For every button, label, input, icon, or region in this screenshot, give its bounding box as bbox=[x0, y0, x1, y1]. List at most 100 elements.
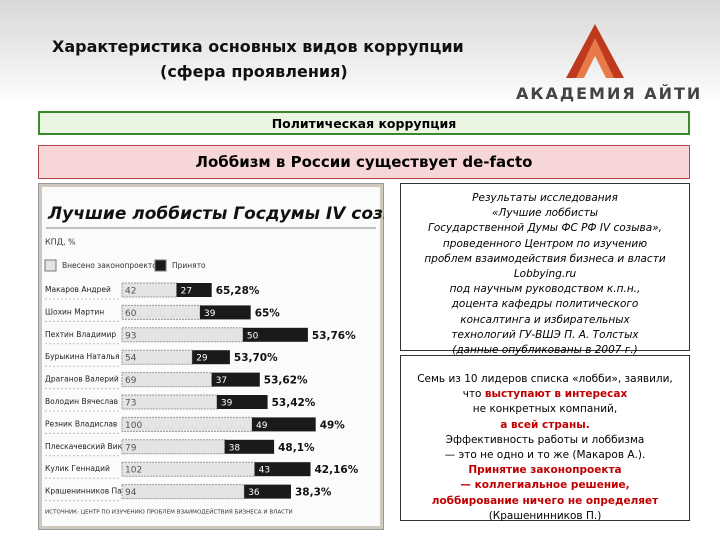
introduced-label: 93 bbox=[125, 331, 136, 341]
bar-introduced bbox=[121, 327, 244, 343]
kpd-label: КПД, % bbox=[45, 238, 76, 247]
adopted-label: 29 bbox=[196, 354, 208, 364]
legend-label: Принято bbox=[172, 261, 206, 270]
introduced-label: 79 bbox=[125, 443, 137, 453]
study-line: Результаты исследования bbox=[472, 192, 618, 204]
bar-adopted bbox=[242, 327, 308, 342]
row-name: Володин Вячеслав bbox=[45, 397, 118, 406]
bar-introduced bbox=[121, 394, 218, 410]
introduced-label: 100 bbox=[125, 421, 142, 431]
source: ИСТОЧНИК: ЦЕНТР ПО ИЗУЧЕНИЮ ПРОБЛЕМ ВЗАИ… bbox=[45, 509, 293, 516]
row-name: Драганов Валерий (выбыл) bbox=[45, 375, 153, 384]
kpd-value: 53,70% bbox=[234, 352, 278, 364]
bar-adopted bbox=[216, 395, 268, 409]
introduced-label: 69 bbox=[125, 376, 137, 386]
row-name: Макаров Андрей bbox=[45, 285, 111, 294]
kpd-value: 38,3% bbox=[295, 487, 332, 499]
study-line: под научным руководством к.п.н., bbox=[449, 283, 641, 296]
quote-line: лоббирование ничего не определяет bbox=[401, 494, 689, 509]
quote-text: (Крашенинников П.) bbox=[488, 509, 602, 522]
quote-line: а всей страны. bbox=[401, 418, 689, 433]
legend-swatch bbox=[44, 259, 57, 272]
adopted-label: 36 bbox=[248, 488, 260, 498]
quote-line: Эффективность работы и лоббизма bbox=[401, 433, 689, 448]
logo-text: АКАДЕМИЯ АЙТИ bbox=[516, 84, 703, 103]
kpd-value: 53,76% bbox=[312, 330, 356, 342]
row-name: Резник Владислав bbox=[45, 419, 117, 428]
quote-text: Эффективность работы и лоббизма bbox=[445, 433, 645, 446]
adopted-label: 39 bbox=[221, 399, 233, 409]
introduced-label: 102 bbox=[125, 466, 142, 476]
quote-line: — это не одно и то же (Макаров А.). bbox=[401, 448, 689, 463]
adopted-label: 43 bbox=[259, 466, 270, 476]
kpd-value: 48,1% bbox=[278, 442, 315, 454]
study-line: консалтинга и избирательных bbox=[460, 313, 630, 326]
quote-line: (Крашенинников П.) bbox=[401, 509, 689, 524]
row-name: Кулик Геннадий bbox=[45, 464, 110, 473]
title: Характеристика основных видов коррупции bbox=[52, 37, 464, 56]
study-box: Результаты исследования «Лучшие лоббисты Г… bbox=[400, 183, 690, 356]
banner-political: Политическая коррупция bbox=[38, 111, 690, 135]
study-line: (данные опубликованы в 2007 г.) bbox=[452, 344, 638, 357]
legend-label: Внесено законопроектов bbox=[62, 261, 161, 270]
kpd-value: 53,62% bbox=[264, 375, 308, 387]
row-name: Плескачевский Виктор bbox=[45, 442, 136, 451]
introduced-label: 42 bbox=[125, 287, 136, 297]
adopted-label: 39 bbox=[204, 309, 216, 319]
introduced-label: 60 bbox=[125, 309, 137, 319]
row-name: Бурыкина Наталья bbox=[45, 352, 119, 361]
quote-line: что выступают в интересах bbox=[401, 387, 689, 402]
study-line: проблем взаимодействия бизнеса и власти bbox=[424, 252, 666, 265]
row-name: Крашенинников Павел bbox=[45, 487, 136, 496]
bar-introduced bbox=[121, 484, 245, 500]
bar-adopted bbox=[254, 462, 311, 477]
quote-text: что bbox=[462, 388, 485, 401]
quote-emphasis: Принятие законопроекта bbox=[468, 464, 622, 477]
kpd-value: 53,42% bbox=[272, 397, 316, 409]
study-line: «Лучшие лоббисты bbox=[491, 207, 599, 220]
chart-title: Лучшие лоббисты Госдумы IV созыва bbox=[47, 204, 384, 224]
quote-text: — это не одно и то же (Макаров А.). bbox=[444, 449, 646, 462]
adopted-label: 50 bbox=[247, 331, 259, 341]
chart: Лучшие лоббисты Госдумы IV созыва КПД, % В… bbox=[42, 187, 384, 526]
quote-text: не конкретных компаний, bbox=[472, 403, 618, 416]
bar-adopted bbox=[252, 417, 316, 432]
bar-adopted bbox=[176, 283, 212, 297]
quote-line: Семь из 10 лидеров списка «лобби», заяви… bbox=[401, 372, 689, 387]
legend-swatch bbox=[154, 259, 167, 272]
study-line: проведенного Центром по изучению bbox=[442, 237, 648, 250]
bar-introduced bbox=[121, 439, 226, 455]
study-line: Государственной Думы ФС РФ IV созыва», bbox=[428, 222, 662, 235]
bar-adopted bbox=[224, 439, 275, 454]
quote-emphasis: — коллегиальное решение, bbox=[460, 479, 630, 492]
introduced-label: 94 bbox=[125, 488, 137, 498]
bar-adopted bbox=[244, 484, 291, 499]
kpd-value: 65,28% bbox=[216, 285, 260, 297]
quote-line: не конкретных компаний, bbox=[401, 402, 689, 417]
adopted-label: 37 bbox=[216, 376, 227, 386]
quotes-box: Семь из 10 лидеров списка «лобби», заяви… bbox=[400, 355, 690, 524]
row-name: Пехтин Владимир bbox=[45, 330, 116, 339]
kpd-value: 49% bbox=[320, 419, 346, 431]
bar-introduced bbox=[121, 349, 193, 365]
kpd-value: 65% bbox=[255, 307, 281, 319]
kpd-value: 42,16% bbox=[315, 464, 359, 476]
bar-adopted bbox=[211, 372, 260, 387]
bar-adopted bbox=[200, 305, 251, 320]
bar-adopted bbox=[192, 350, 230, 365]
introduced-label: 73 bbox=[125, 399, 136, 409]
study-line: доцента кафедры политического bbox=[451, 298, 639, 311]
quote-emphasis: лоббирование ничего не определяет bbox=[431, 494, 659, 507]
quote-line: Принятие законопроекта bbox=[401, 463, 689, 478]
subtitle: (сфера проявления) bbox=[160, 62, 348, 81]
quote-line: — коллегиальное решение, bbox=[401, 478, 689, 493]
adopted-label: 38 bbox=[229, 443, 241, 453]
quote-emphasis: а всей страны. bbox=[500, 418, 590, 431]
study-line: Lobbying.ru bbox=[513, 268, 577, 281]
banner-lobbying: Лоббизм в России существует de-facto bbox=[38, 145, 690, 179]
introduced-label: 54 bbox=[125, 354, 137, 364]
quote-emphasis: выступают в интересах bbox=[484, 388, 628, 401]
logo-icon bbox=[566, 24, 624, 78]
adopted-label: 27 bbox=[181, 287, 192, 297]
